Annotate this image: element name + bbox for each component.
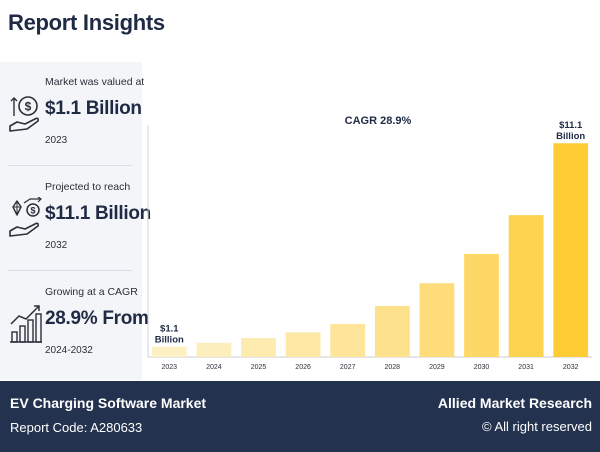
insight-value: $1.1 Billion <box>45 98 142 119</box>
bar-growth-icon <box>10 305 42 343</box>
data-label-unit-2023: Billion <box>155 335 184 346</box>
data-label-2023: $1.1 <box>160 324 179 335</box>
insights-panel: $ Market was valued at $1.1 Billion 2023… <box>0 62 151 382</box>
tick-label-2024: 2024 <box>206 364 222 371</box>
bar-2027 <box>330 323 366 357</box>
insight-market-value: $ Market was valued at $1.1 Billion 2023 <box>8 72 144 172</box>
report-code: Report Code: A280633 <box>10 420 143 435</box>
bar-2030 <box>464 253 499 357</box>
bar-2031 <box>508 215 544 357</box>
data-label-unit-2032: Billion <box>556 131 585 142</box>
tick-label-2028: 2028 <box>385 364 401 371</box>
footer: EV Charging Software Market Report Code:… <box>0 381 600 452</box>
tick-label-2027: 2027 <box>340 364 356 371</box>
insight-cagr: Growing at a CAGR 28.9% From 2024-2032 <box>8 282 149 382</box>
tick-label-2026: 2026 <box>295 364 311 371</box>
divider <box>8 270 132 271</box>
tick-label-2032: 2032 <box>563 364 579 371</box>
svg-text:$: $ <box>30 206 35 216</box>
tick-label-2030: 2030 <box>474 364 490 371</box>
bar-2032 <box>553 143 589 357</box>
insight-value: 28.9% From <box>45 308 149 329</box>
page-title: Report Insights <box>8 10 165 35</box>
insight-label: Growing at a CAGR <box>45 286 138 298</box>
tick-label-2025: 2025 <box>251 364 267 371</box>
insight-year: 2024-2032 <box>45 345 93 356</box>
bar-2023 <box>151 346 187 357</box>
insight-label: Projected to reach <box>45 181 131 193</box>
bar-chart: CAGR 28.9% 2023 2024 2025 2026 2027 2028 2029 20… <box>147 115 592 371</box>
bar-2028 <box>374 305 410 357</box>
bar-2024 <box>196 342 232 357</box>
bar-2029 <box>419 283 455 357</box>
insight-year: 2032 <box>45 240 68 251</box>
tick-label-2023: 2023 <box>162 364 178 371</box>
data-label-2032: $11.1 <box>559 120 583 131</box>
svg-text:$: $ <box>25 100 32 114</box>
insight-label: Market was valued at <box>45 76 145 88</box>
money-hand-icon: $ <box>9 96 39 132</box>
tick-label-2031: 2031 <box>518 364 534 371</box>
market-name: EV Charging Software Market <box>10 395 207 411</box>
copyright: © All right reserved <box>481 419 592 434</box>
brand-name: Allied Market Research <box>437 395 592 411</box>
divider <box>8 165 132 166</box>
insight-projected-value: $ Projected to reach $11.1 Billion 2032 <box>8 177 151 277</box>
chart-title: CAGR 28.9% <box>345 115 412 127</box>
tick-label-2029: 2029 <box>429 364 445 371</box>
insight-value: $11.1 Billion <box>45 203 151 224</box>
bar-2025 <box>241 338 276 357</box>
insight-year: 2023 <box>45 135 68 146</box>
growth-hand-icon: $ <box>9 197 42 237</box>
bar-2026 <box>285 332 321 357</box>
